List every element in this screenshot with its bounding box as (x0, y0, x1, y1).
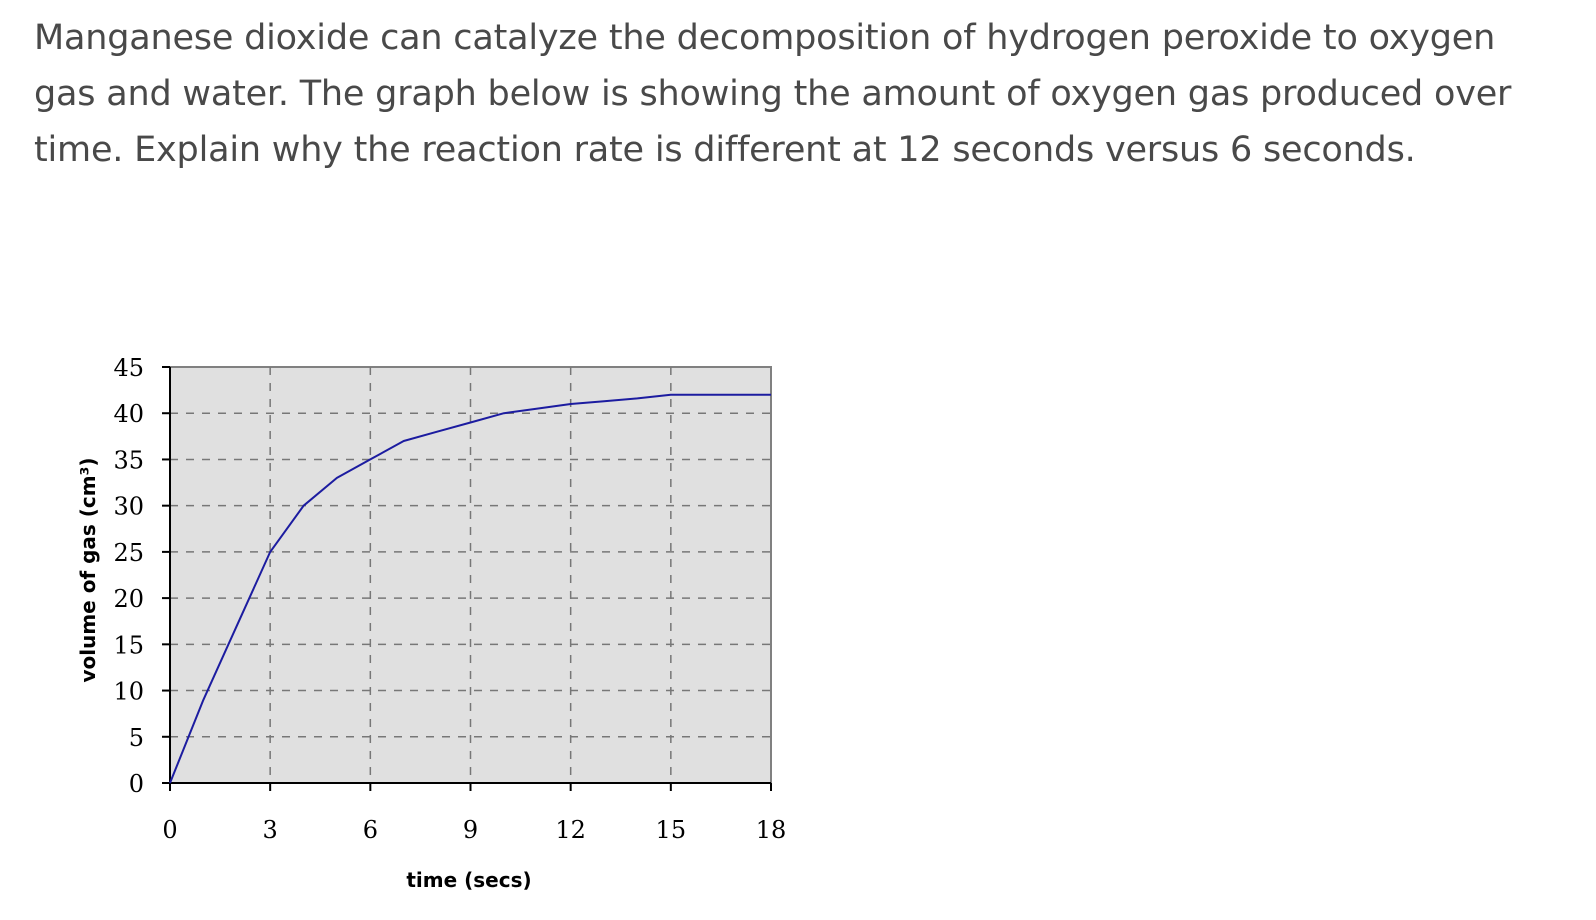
question-line-2: gas and water. The graph below is showin… (34, 74, 1512, 114)
x-tick-label-9: 9 (463, 816, 478, 844)
x-tick-label-12: 12 (555, 816, 586, 844)
question-line-1: Manganese dioxide can catalyze the decom… (34, 18, 1496, 58)
y-tick-label-10: 10 (113, 678, 144, 706)
y-tick-label-15: 15 (113, 631, 144, 659)
x-tick-label-3: 3 (263, 816, 278, 844)
y-tick-label-20: 20 (113, 585, 144, 613)
grid-lines (170, 367, 771, 783)
y-tick-label-45: 45 (113, 354, 144, 382)
y-tick-label-40: 40 (113, 400, 144, 428)
x-axis-title: time (secs) (406, 868, 531, 892)
question-text: Manganese dioxide can catalyze the decom… (34, 10, 1534, 178)
y-tick-labels: 0 5 10 15 20 25 30 35 40 45 (113, 354, 144, 798)
y-tick-label-35: 35 (113, 446, 144, 474)
y-tick-label-30: 30 (113, 493, 144, 521)
series-lines (169, 393, 771, 784)
x-tick-labels: 0 3 6 9 12 15 18 (162, 816, 786, 844)
y-tick-label-25: 25 (113, 539, 144, 567)
x-tick-label-0: 0 (162, 816, 177, 844)
question-line-3: time. Explain why the reaction rate is d… (34, 130, 1416, 170)
x-tick-label-18: 18 (756, 816, 787, 844)
y-tick-label-5: 5 (129, 724, 144, 752)
axes (162, 366, 772, 791)
y-tick-label-0: 0 (129, 770, 144, 798)
y-axis-title: volume of gas (cm³) (76, 457, 100, 682)
series-line-0 (169, 393, 771, 784)
x-tick-label-6: 6 (363, 816, 378, 844)
x-tick-label-15: 15 (656, 816, 687, 844)
